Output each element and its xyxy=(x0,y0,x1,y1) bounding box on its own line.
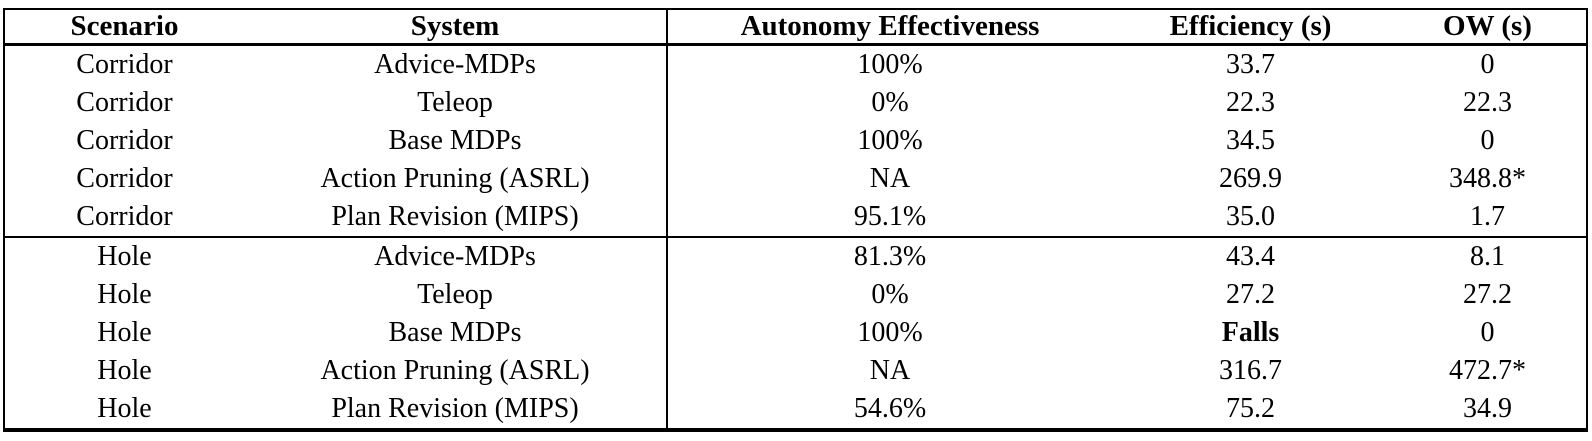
cell-efficiency: 33.7 xyxy=(1226,49,1275,80)
cell-system: Teleop xyxy=(417,87,493,118)
table-row: Corridor Advice-MDPs 100% 33.7 0 xyxy=(4,44,1587,84)
cell-ow: 348.8* xyxy=(1449,163,1526,194)
cell-system: Base MDPs xyxy=(388,125,522,156)
results-table: Scenario System Autonomy Effectiveness E… xyxy=(3,8,1588,432)
cell-ow: 0 xyxy=(1480,317,1495,348)
header-row: Scenario System Autonomy Effectiveness E… xyxy=(4,9,1587,46)
cell-scenario: Corridor xyxy=(76,125,173,156)
cell-autonomy: 0% xyxy=(666,84,1112,122)
cell-efficiency: 34.5 xyxy=(1226,125,1275,156)
table-row: Hole Advice-MDPs 81.3% 43.4 8.1 xyxy=(4,236,1587,276)
cell-efficiency: 316.7 xyxy=(1219,355,1282,386)
cell-system: Teleop xyxy=(417,279,493,310)
cell-autonomy: 100% xyxy=(666,44,1112,84)
cell-ow: 8.1 xyxy=(1389,236,1587,276)
table-row: Corridor Plan Revision (MIPS) 95.1% 35.0… xyxy=(4,198,1587,237)
cell-system: Plan Revision (MIPS) xyxy=(331,393,579,424)
cell-efficiency: 27.2 xyxy=(1226,279,1275,310)
table-row: Corridor Base MDPs 100% 34.5 0 xyxy=(4,122,1587,160)
col-header-ow: OW (s) xyxy=(1389,9,1587,46)
cell-autonomy: 81.3% xyxy=(666,236,1112,276)
cell-autonomy: 100% xyxy=(666,122,1112,160)
cell-system: Advice-MDPs xyxy=(244,236,667,276)
cell-scenario: Corridor xyxy=(76,87,173,118)
cell-ow: 22.3 xyxy=(1463,87,1512,118)
table-row: Hole Plan Revision (MIPS) 54.6% 75.2 34.… xyxy=(4,390,1587,430)
table-row: Hole Base MDPs 100% Falls 0 xyxy=(4,314,1587,352)
cell-ow: 0 xyxy=(1480,125,1495,156)
cell-ow: 472.7* xyxy=(1449,355,1526,386)
cell-autonomy: 54.6% xyxy=(666,390,1112,430)
cell-system: Plan Revision (MIPS) xyxy=(331,201,579,232)
cell-autonomy: NA xyxy=(666,352,1112,390)
cell-scenario: Hole xyxy=(97,355,152,386)
table-row: Hole Action Pruning (ASRL) NA 316.7 472.… xyxy=(4,352,1587,390)
cell-autonomy: 0% xyxy=(666,276,1112,314)
cell-scenario: Corridor xyxy=(76,201,173,232)
table-row: Hole Teleop 0% 27.2 27.2 xyxy=(4,276,1587,314)
cell-autonomy: 100% xyxy=(666,314,1112,352)
cell-system: Base MDPs xyxy=(388,317,522,348)
cell-ow: 27.2 xyxy=(1463,279,1512,310)
cell-efficiency: 22.3 xyxy=(1226,87,1275,118)
table-row: Corridor Teleop 0% 22.3 22.3 xyxy=(4,84,1587,122)
cell-system: Advice-MDPs xyxy=(374,49,536,80)
cell-system: Action Pruning (ASRL) xyxy=(320,355,590,386)
cell-autonomy: NA xyxy=(666,160,1112,198)
cell-system: Action Pruning (ASRL) xyxy=(320,163,590,194)
col-header-efficiency: Efficiency (s) xyxy=(1112,9,1389,46)
cell-scenario: Corridor xyxy=(76,49,173,80)
col-header-system: System xyxy=(244,9,667,46)
cell-ow: 34.9 xyxy=(1463,393,1512,424)
cell-scenario: Hole xyxy=(97,279,152,310)
cell-efficiency: 269.9 xyxy=(1219,163,1282,194)
cell-ow: 1.7 xyxy=(1470,201,1505,232)
col-header-scenario: Scenario xyxy=(4,9,244,46)
cell-efficiency: 75.2 xyxy=(1226,393,1275,424)
cell-ow: 0 xyxy=(1480,49,1495,80)
cell-efficiency: 35.0 xyxy=(1226,201,1275,232)
cell-scenario: Hole xyxy=(97,393,152,424)
cell-efficiency: Falls xyxy=(1221,317,1280,348)
cell-efficiency: 43.4 xyxy=(1112,236,1389,276)
cell-scenario: Hole xyxy=(97,317,152,348)
col-header-autonomy-effectiveness: Autonomy Effectiveness xyxy=(666,9,1112,46)
cell-autonomy: 95.1% xyxy=(666,198,1112,237)
cell-scenario: Hole xyxy=(4,236,244,276)
cell-scenario: Corridor xyxy=(76,163,173,194)
table-row: Corridor Action Pruning (ASRL) NA 269.9 … xyxy=(4,160,1587,198)
